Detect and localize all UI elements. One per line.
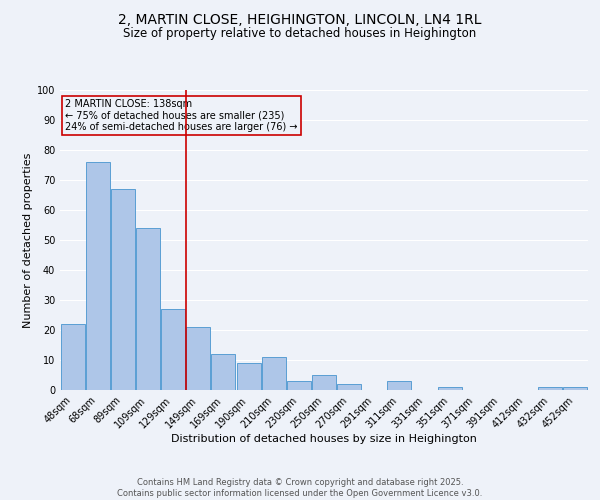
Bar	[111, 189, 135, 390]
Bar	[236, 363, 260, 390]
Bar	[538, 387, 562, 390]
X-axis label: Distribution of detached houses by size in Heighington: Distribution of detached houses by size …	[171, 434, 477, 444]
Bar	[262, 357, 286, 390]
Bar	[337, 384, 361, 390]
Text: Size of property relative to detached houses in Heighington: Size of property relative to detached ho…	[124, 28, 476, 40]
Bar	[438, 387, 461, 390]
Bar	[61, 324, 85, 390]
Bar	[136, 228, 160, 390]
Bar	[312, 375, 336, 390]
Y-axis label: Number of detached properties: Number of detached properties	[23, 152, 32, 328]
Bar	[211, 354, 235, 390]
Bar	[187, 327, 210, 390]
Text: 2, MARTIN CLOSE, HEIGHINGTON, LINCOLN, LN4 1RL: 2, MARTIN CLOSE, HEIGHINGTON, LINCOLN, L…	[118, 12, 482, 26]
Bar	[86, 162, 110, 390]
Bar	[563, 387, 587, 390]
Bar	[161, 309, 185, 390]
Text: 2 MARTIN CLOSE: 138sqm
← 75% of detached houses are smaller (235)
24% of semi-de: 2 MARTIN CLOSE: 138sqm ← 75% of detached…	[65, 99, 298, 132]
Bar	[388, 381, 412, 390]
Text: Contains HM Land Registry data © Crown copyright and database right 2025.
Contai: Contains HM Land Registry data © Crown c…	[118, 478, 482, 498]
Bar	[287, 381, 311, 390]
